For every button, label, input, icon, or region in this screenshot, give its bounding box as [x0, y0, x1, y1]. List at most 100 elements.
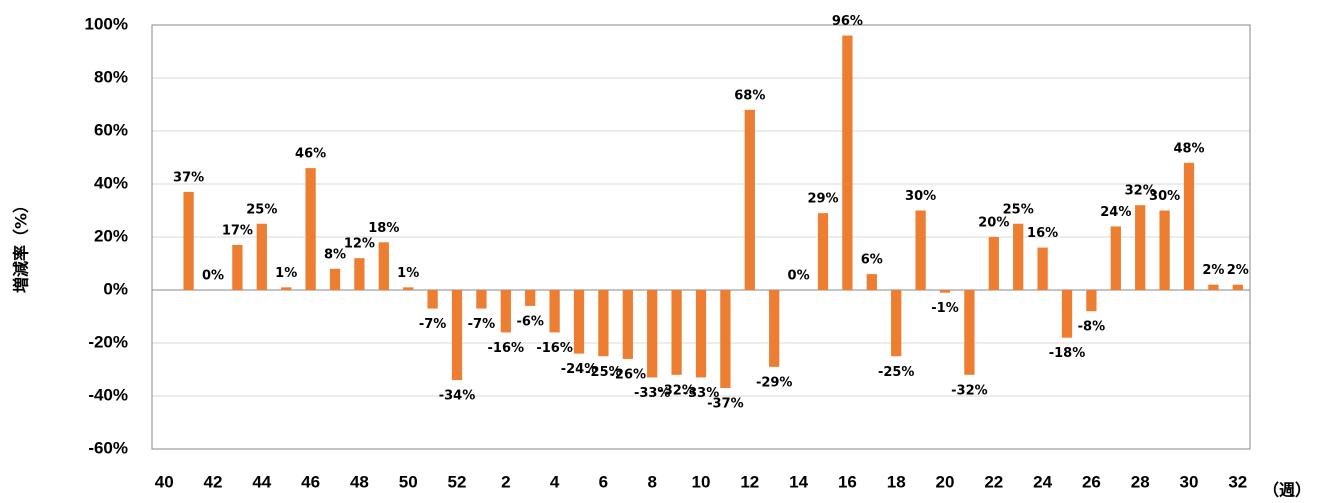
bar — [451, 290, 463, 381]
x-tick-label: 52 — [448, 472, 467, 491]
bar — [305, 168, 316, 290]
x-tick-label: 26 — [1082, 472, 1101, 491]
bar — [378, 242, 389, 290]
data-label: -33% — [683, 386, 720, 401]
x-tick-label: 44 — [252, 472, 271, 491]
x-tick-label: 48 — [350, 472, 369, 491]
bar — [573, 290, 585, 354]
x-tick-label: 20 — [936, 472, 955, 491]
x-tick-label: 10 — [692, 472, 711, 491]
data-label: 1% — [397, 266, 419, 281]
bar — [476, 290, 487, 309]
data-label: -6% — [516, 314, 543, 329]
data-label: 2% — [1202, 263, 1224, 278]
bar — [256, 223, 267, 290]
bar — [354, 258, 365, 290]
bar — [1061, 290, 1073, 338]
x-tick-label: 40 — [155, 472, 174, 491]
data-label: 25% — [1003, 202, 1034, 217]
data-label: 48% — [1173, 141, 1204, 156]
data-label: -29% — [756, 375, 793, 390]
data-label: -7% — [419, 317, 446, 332]
bar — [500, 290, 511, 333]
bar — [1013, 223, 1024, 290]
bar — [988, 237, 999, 290]
data-label: -16% — [536, 341, 573, 356]
bar — [891, 290, 902, 357]
y-tick-label: -40% — [88, 385, 128, 404]
data-label: -16% — [488, 341, 525, 356]
bar — [842, 35, 853, 290]
x-axis-label: （週） — [1263, 481, 1311, 500]
data-label: 12% — [344, 237, 375, 252]
x-tick-label: 16 — [838, 472, 857, 491]
data-label: 68% — [734, 88, 765, 103]
x-tick-label: 50 — [399, 472, 418, 491]
y-tick-label: 40% — [94, 173, 128, 192]
bar — [1110, 226, 1121, 290]
bar — [695, 290, 707, 378]
data-label: 32% — [1125, 184, 1156, 199]
bar — [281, 287, 292, 290]
x-tick-label: 8 — [647, 472, 656, 491]
bar — [622, 290, 633, 359]
x-tick-label: 22 — [984, 472, 1003, 491]
x-tick-label: 2 — [501, 472, 510, 491]
data-label: -7% — [468, 317, 495, 332]
data-label: -25% — [585, 365, 622, 380]
bar — [720, 290, 731, 389]
data-label: 25% — [246, 202, 277, 217]
data-label: -33% — [634, 386, 671, 401]
x-tick-label: 30 — [1180, 472, 1199, 491]
bar — [427, 290, 438, 309]
x-tick-label: 46 — [301, 472, 320, 491]
y-tick-label: 60% — [94, 120, 128, 139]
bar — [1183, 162, 1195, 290]
bar — [549, 290, 560, 333]
data-label: 30% — [905, 189, 936, 204]
data-label: 96% — [832, 14, 863, 29]
bar — [232, 244, 243, 290]
data-label: 20% — [978, 216, 1009, 231]
data-label: 16% — [1027, 226, 1058, 241]
y-tick-label: -60% — [88, 438, 128, 457]
data-label: 17% — [222, 223, 253, 238]
bar — [915, 210, 926, 290]
data-label: 24% — [1100, 205, 1131, 220]
data-label: -1% — [931, 301, 958, 316]
bar — [671, 290, 682, 375]
x-tick-label: 18 — [887, 472, 906, 491]
bar — [769, 290, 780, 367]
x-tick-label: 28 — [1131, 472, 1150, 491]
data-label: -34% — [439, 389, 476, 404]
bar — [1135, 205, 1146, 290]
y-tick-label: 100% — [85, 14, 128, 33]
y-tick-label: 0% — [103, 279, 128, 298]
data-label: -8% — [1078, 320, 1105, 335]
x-tick-label: 42 — [204, 472, 223, 491]
x-tick-label: 14 — [789, 472, 808, 491]
data-label: 37% — [173, 170, 204, 185]
bar — [939, 290, 951, 293]
data-label: -37% — [707, 397, 744, 412]
bar — [329, 268, 341, 290]
data-label: 2% — [1227, 263, 1249, 278]
bar — [817, 213, 829, 290]
y-tick-label: 20% — [94, 226, 128, 245]
bar — [866, 274, 877, 290]
bar — [1208, 284, 1219, 290]
data-label: 8% — [324, 247, 346, 262]
y-tick-label: -20% — [88, 332, 128, 351]
data-label: -18% — [1049, 346, 1086, 361]
bar — [647, 290, 658, 378]
data-label: -26% — [610, 367, 647, 382]
data-label: 18% — [368, 221, 399, 236]
plot-border — [151, 24, 1251, 450]
y-axis-label: 増減率（%） — [12, 197, 31, 293]
bar — [964, 290, 975, 375]
data-label: 1% — [275, 266, 297, 281]
data-label: 6% — [861, 253, 883, 268]
data-label: 30% — [1149, 189, 1180, 204]
bar — [744, 109, 755, 290]
